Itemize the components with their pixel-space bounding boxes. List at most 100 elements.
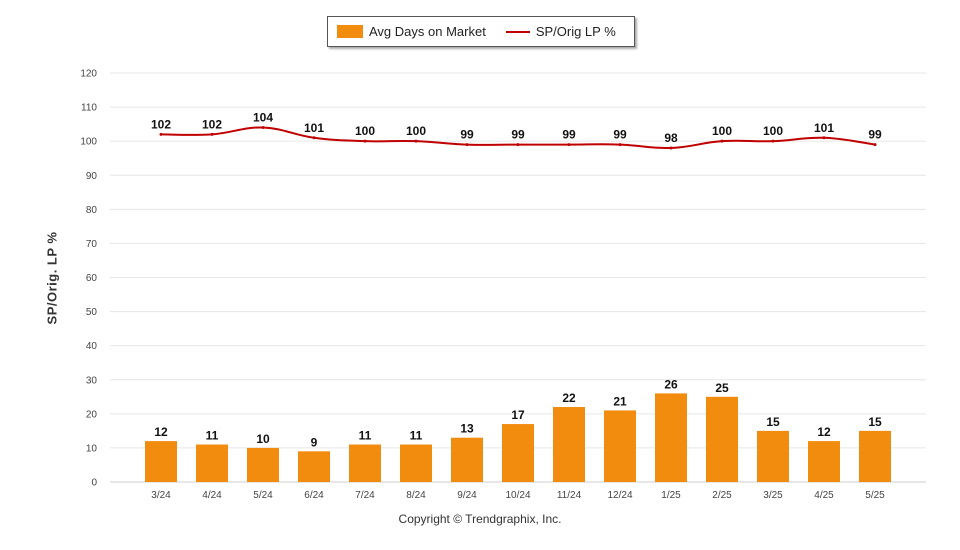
line-data-label: 98 [664, 131, 678, 145]
bar [196, 444, 228, 482]
y-tick-label: 110 [81, 103, 97, 114]
bar [145, 441, 177, 482]
bar [553, 407, 585, 482]
line-point [873, 143, 877, 147]
bar [502, 424, 534, 482]
bar-data-label: 21 [613, 394, 627, 408]
bar-data-label: 12 [154, 425, 168, 439]
legend-item-bar: Avg Days on Market [328, 24, 486, 39]
line-series [159, 126, 877, 150]
bar-data-label: 26 [664, 377, 678, 391]
bar-data-label: 11 [206, 429, 219, 443]
y-tick-label: 100 [80, 137, 97, 148]
y-tick-label: 20 [86, 409, 98, 420]
line-data-label: 99 [562, 128, 576, 142]
line-point [567, 143, 571, 147]
y-tick-label: 80 [86, 205, 98, 216]
line-point [210, 132, 214, 136]
x-tick-label: 3/24 [151, 490, 171, 501]
y-tick-label: 120 [80, 69, 97, 80]
line-data-label: 99 [613, 128, 627, 142]
line-data-label: 102 [151, 117, 171, 131]
x-tick-label: 12/24 [607, 490, 632, 501]
line-data-label: 101 [814, 121, 834, 135]
x-tick-label: 4/24 [202, 490, 222, 501]
line-data-label: 100 [355, 124, 375, 138]
x-tick-label: 4/25 [814, 490, 834, 501]
bar [247, 447, 279, 482]
y-tick-label: 50 [86, 307, 98, 318]
line-point [669, 146, 673, 150]
y-tick-label: 70 [86, 239, 98, 250]
bar [604, 410, 636, 482]
bar [757, 430, 789, 482]
y-tick-label: 60 [86, 273, 98, 284]
x-tick-label: 10/24 [505, 490, 530, 501]
bar [655, 393, 687, 482]
copyright-text: Copyright © Trendgraphix, Inc. [398, 512, 562, 526]
line-data-label: 102 [202, 117, 222, 131]
line-point [363, 139, 367, 143]
line-point [771, 139, 775, 143]
line-point [516, 143, 520, 147]
y-tick-label: 30 [86, 375, 98, 386]
x-tick-label: 2/25 [712, 490, 732, 501]
x-tick-label: 6/24 [304, 490, 324, 501]
line-point [720, 139, 724, 143]
bar [451, 437, 483, 482]
x-tick-label: 5/25 [865, 490, 885, 501]
line-data-label: 100 [712, 124, 732, 138]
bar-data-label: 22 [562, 391, 576, 405]
line-data-label: 104 [253, 111, 273, 125]
bar-data-label: 15 [868, 415, 882, 429]
y-axis-title: SP/Orig. LP % [44, 231, 60, 325]
line-data-label: 99 [460, 128, 474, 142]
x-tick-label: 3/25 [763, 490, 783, 501]
bar-data-label: 13 [460, 422, 474, 436]
bar-data-label: 11 [359, 429, 372, 443]
bar-data-label: 11 [410, 429, 423, 443]
line-data-label: 100 [406, 124, 426, 138]
bar [706, 396, 738, 482]
x-tick-label: 9/24 [457, 490, 477, 501]
y-tick-label: 0 [91, 478, 97, 489]
line-point [261, 126, 265, 130]
legend-bar-label: Avg Days on Market [369, 24, 486, 39]
x-tick-label: 8/24 [406, 490, 426, 501]
line-point [414, 139, 418, 143]
x-tick-label: 7/24 [355, 490, 375, 501]
y-tick-label: 90 [86, 171, 98, 182]
x-tick-label: 1/25 [661, 490, 681, 501]
x-tick-label: 11/24 [557, 490, 582, 501]
legend-line-swatch [505, 30, 530, 33]
x-tick-label: 5/24 [253, 490, 273, 501]
bar-data-label: 15 [766, 415, 780, 429]
line-point [465, 143, 469, 147]
bar-data-label: 25 [715, 381, 729, 395]
bar-data-label: 10 [256, 432, 270, 446]
line-data-label: 99 [511, 128, 525, 142]
legend: Avg Days on Market SP/Orig LP % [327, 16, 635, 47]
bar-data-label: 12 [817, 425, 831, 439]
line-point [312, 136, 316, 140]
legend-line-label: SP/Orig LP % [535, 24, 616, 39]
legend-item-line: SP/Orig LP % [486, 24, 616, 39]
y-tick-label: 40 [86, 341, 98, 352]
bar-data-label: 9 [311, 435, 318, 449]
gridlines [110, 72, 926, 483]
bar [808, 441, 840, 482]
bar [298, 451, 330, 482]
y-tick-label: 10 [86, 443, 98, 454]
legend-bar-swatch [337, 25, 363, 38]
line-point [618, 143, 622, 147]
line-point [822, 136, 826, 140]
bar-data-label: 17 [511, 408, 525, 422]
bar-series [145, 393, 891, 482]
line-data-label: 99 [868, 128, 882, 142]
axes: 0 10 20 30 40 50 60 70 80 90 100 110 120 3/24 4/24 5/24… [80, 69, 926, 501]
data-labels: 12 11 10 9 11 11 13 17 22 21 26 25 15 12 15 102 102 104 10… [151, 111, 882, 450]
bar [859, 430, 891, 482]
line-data-label: 101 [304, 121, 324, 135]
line-data-label: 100 [763, 124, 783, 138]
